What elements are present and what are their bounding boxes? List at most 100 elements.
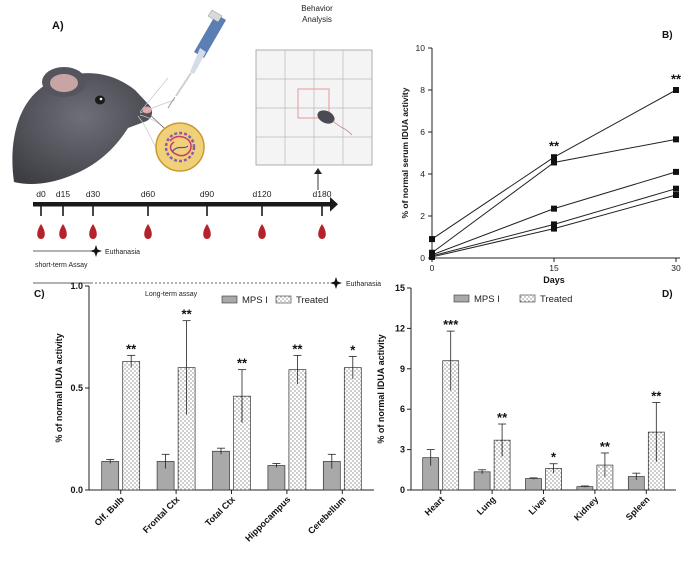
bar-treated <box>343 367 362 491</box>
timeline-label: d180 <box>313 189 332 199</box>
x-tick-label: 15 <box>549 263 559 273</box>
significance-marker: ** <box>600 439 611 454</box>
euthanasia-short-label: Euthanasia <box>105 249 140 256</box>
x-tick-label: Lung <box>475 494 498 517</box>
data-point <box>673 136 679 143</box>
data-point <box>673 192 679 198</box>
series-line <box>431 171 677 256</box>
significance-marker: * <box>551 450 557 465</box>
panel-b-label: B) <box>662 30 673 41</box>
data-point <box>551 221 557 228</box>
x-tick-label: Cerebellum <box>306 494 348 536</box>
bar-treated <box>122 361 141 491</box>
y-tick-label: 12 <box>395 323 405 333</box>
y-tick-label: 2 <box>420 211 425 221</box>
y-tick-label: 0.0 <box>70 485 83 495</box>
blood-drop-icon <box>144 224 152 239</box>
blood-drop-icon <box>258 224 266 239</box>
y-axis-title: % of normal IDUA activity <box>54 333 64 442</box>
significance-marker: ** <box>237 356 248 371</box>
short-term-assay: Euthanasia short-term Assay <box>33 245 140 269</box>
data-point <box>551 205 557 212</box>
x-tick-label: Frontal Ctx <box>141 494 182 535</box>
y-axis-title: % of normal IDUA activity <box>376 334 386 443</box>
legend-swatch-mps1 <box>453 294 470 303</box>
timeline-label: d60 <box>141 189 155 199</box>
legend-label-treated: Treated <box>540 294 572 305</box>
x-tick-label: Liver <box>527 494 550 517</box>
y-tick-label: 15 <box>395 283 405 293</box>
behavior-arrow <box>314 168 322 190</box>
timeline-label: d0 <box>36 189 46 199</box>
short-term-assay-label: short-term Assay <box>35 262 88 269</box>
significance-marker: ** <box>651 388 662 403</box>
y-tick-label: 0 <box>420 253 425 263</box>
significance-marker: ** <box>292 341 303 356</box>
data-point <box>673 168 679 175</box>
bar-mps1 <box>267 465 286 491</box>
open-field-arena <box>255 49 373 166</box>
legend-swatch-treated <box>275 295 292 304</box>
significance-marker: ** <box>671 72 682 87</box>
timeline: d0 d15 d30 d60 d90 d120 d180 <box>33 189 338 239</box>
bar-treated <box>288 369 307 491</box>
data-point <box>673 185 679 192</box>
data-point <box>551 154 557 161</box>
x-tick-label: Hippocampus <box>243 494 292 543</box>
long-term-assay: Euthanasia Long-term assay <box>33 277 381 298</box>
bar-mps1 <box>101 461 120 491</box>
timeline-bar <box>33 202 333 207</box>
y-tick-label: 8 <box>420 85 425 95</box>
significance-marker: *** <box>443 317 459 332</box>
y-tick-label: 6 <box>400 404 405 414</box>
x-tick-label: Olf. Bulb <box>93 494 127 528</box>
y-tick-label: 10 <box>416 43 426 53</box>
bar-mps1 <box>212 450 230 491</box>
blood-drop-icon <box>37 224 45 239</box>
legend-label-mps1: MPS I <box>474 294 500 305</box>
euthanasia-cross-icon <box>90 245 102 257</box>
panel-c-label: C) <box>34 289 45 300</box>
data-point <box>551 225 557 232</box>
significance-marker: ** <box>182 307 193 322</box>
significance-marker: ** <box>126 341 137 356</box>
zoom-line <box>147 112 165 129</box>
panel-c-bar-chart: C) 0.0 0.5 1.0 % of normal IDUA activity MPS… <box>34 281 374 543</box>
x-tick-label: Heart <box>423 494 446 517</box>
x-tick-label: Total Ctx <box>203 494 237 528</box>
bar-mps1 <box>473 471 491 491</box>
blood-drop-icon <box>318 224 326 239</box>
long-term-assay-label: Long-term assay <box>145 291 198 298</box>
y-tick-label: 6 <box>420 127 425 137</box>
behavior-title-line1: Behavior <box>301 4 333 13</box>
legend-swatch-treated <box>519 294 536 303</box>
y-tick-label: 3 <box>400 445 405 455</box>
x-axis-title: Days <box>543 275 565 285</box>
timeline-arrow-head <box>330 197 338 212</box>
legend-label-treated: Treated <box>296 295 328 306</box>
legend-label-mps1: MPS I <box>242 295 268 306</box>
x-tick-label: Kidney <box>572 494 600 522</box>
significance-marker: ** <box>549 139 560 154</box>
y-axis-title: % of normal serum IDUA activity <box>400 87 410 218</box>
x-tick-label: 0 <box>430 263 435 273</box>
panel-d-label: D) <box>662 289 673 300</box>
timeline-label: d30 <box>86 189 100 199</box>
blood-drop-icon <box>203 224 211 239</box>
pipette-icon <box>167 9 226 109</box>
panel-a: A) <box>12 4 381 298</box>
blood-drop-icon <box>89 224 97 239</box>
data-point <box>673 87 679 93</box>
euthanasia-long-label: Euthanasia <box>346 281 381 288</box>
panel-a-label: A) <box>52 20 64 32</box>
y-tick-label: 4 <box>420 169 425 179</box>
timeline-label: d120 <box>253 189 272 199</box>
timeline-label: d15 <box>56 189 70 199</box>
timeline-label: d90 <box>200 189 214 199</box>
panel-d-bar-chart: D) 0 3 6 9 12 15 % of normal IDUA activity MPS … <box>376 283 676 523</box>
nanoparticle-icon <box>155 122 205 172</box>
y-tick-label: 9 <box>400 364 405 374</box>
blood-drop-icon <box>59 224 67 239</box>
data-point <box>429 236 435 243</box>
